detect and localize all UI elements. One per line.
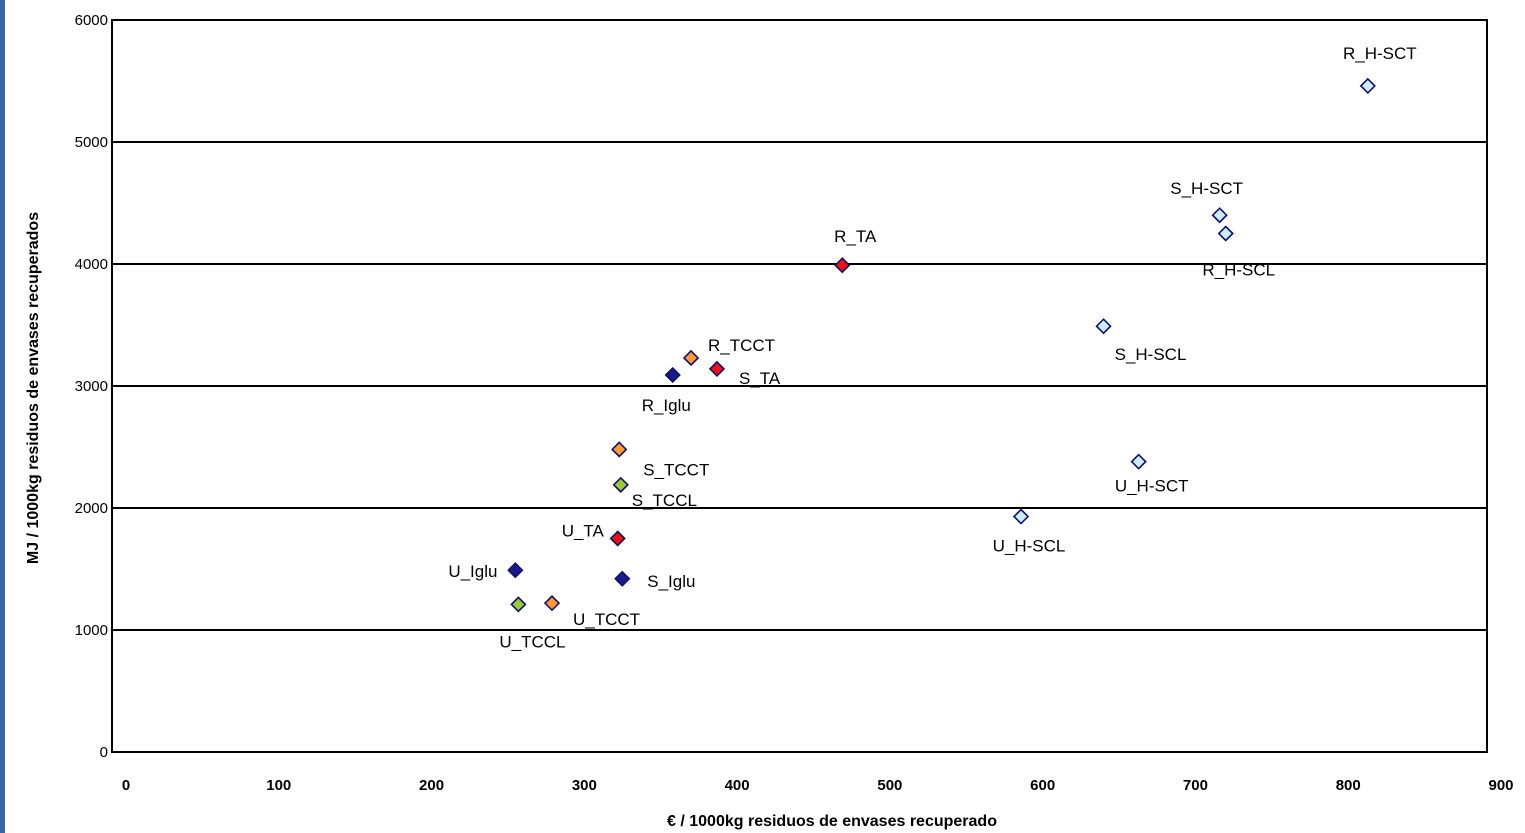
x-tick-label: 600 [1030,777,1055,794]
x-tick-label: 400 [725,777,750,794]
x-tick-label: 500 [877,777,902,794]
data-label-u-tccl: U_TCCL [499,632,565,651]
data-point-r-h-scl [1217,225,1234,242]
y-axis-title: MJ / 1000kg residuos de envases recupera… [25,212,42,564]
grid-layer [112,141,1487,631]
data-point-s-iglu [614,570,631,587]
data-label-s-tccl: S_TCCL [632,491,697,510]
data-label-r-ta: R_TA [834,227,877,246]
data-label-s-iglu: S_Iglu [647,572,695,591]
data-point-s-h-scl [1095,318,1112,335]
data-point-r-iglu [664,366,681,384]
data-label-s-h-sct: S_H-SCT [1170,179,1243,198]
x-tick-label: 700 [1183,777,1208,794]
data-label-r-iglu: R_Iglu [642,396,691,415]
x-tick-label: 0 [122,777,130,794]
y-tick-label: 2000 [75,500,108,517]
x-tick-label: 900 [1488,777,1513,794]
data-point-s-h-sct [1211,207,1228,224]
data-label-r-h-sct: R_H-SCT [1343,44,1417,63]
y-tick-label: 0 [100,744,108,761]
plot-frame [111,19,1488,753]
data-label-u-ta: U_TA [562,522,605,541]
data-point-u-tcct [543,595,561,612]
x-tick-label: 100 [266,777,291,794]
data-points [507,77,1376,613]
x-tick-labels: 0 100 200 300 400 500 600 700 800 900 [122,777,1514,794]
data-label-s-tcct: S_TCCT [643,460,709,479]
data-point-u-ta [609,530,626,547]
y-tick-label: 4000 [75,256,108,273]
data-point-u-h-sct [1130,453,1147,470]
y-tick-label: 3000 [75,378,108,395]
data-point-s-tccl [612,476,629,493]
data-point-r-ta [834,257,851,274]
data-point-r-tcct [682,349,700,367]
data-label-r-tcct: R_TCCT [708,336,775,355]
x-tick-label: 800 [1336,777,1361,794]
y-tick-labels: 0 1000 2000 3000 4000 5000 6000 [75,12,108,761]
data-label-u-h-scl: U_H-SCL [993,537,1066,556]
data-point-s-ta [708,360,726,378]
data-label-u-h-sct: U_H-SCT [1115,477,1189,496]
data-label-r-h-scl: R_H-SCL [1202,261,1275,280]
point-labels: R_H-SCT S_H-SCT R_H-SCL S_H-SCL U_H-SCT U_H-S… [448,44,1416,652]
x-axis-title: € / 1000kg residuos de envases recuperad… [667,813,997,830]
data-point-s-tcct [611,441,628,458]
data-label-s-ta: S_TA [739,369,781,388]
data-label-s-h-scl: S_H-SCL [1115,345,1187,364]
data-label-u-iglu: U_Iglu [448,562,497,581]
data-point-u-tccl [510,596,527,613]
x-tick-label: 300 [572,777,597,794]
y-tick-label: 1000 [75,622,108,639]
data-point-u-iglu [507,562,524,579]
y-tick-label: 5000 [75,134,108,151]
data-point-r-h-sct [1359,77,1376,95]
data-point-u-h-scl [1012,508,1030,525]
left-accent-bar [0,0,5,833]
x-tick-label: 200 [419,777,444,794]
y-tick-label: 6000 [75,12,108,29]
data-label-u-tcct: U_TCCT [573,610,640,629]
